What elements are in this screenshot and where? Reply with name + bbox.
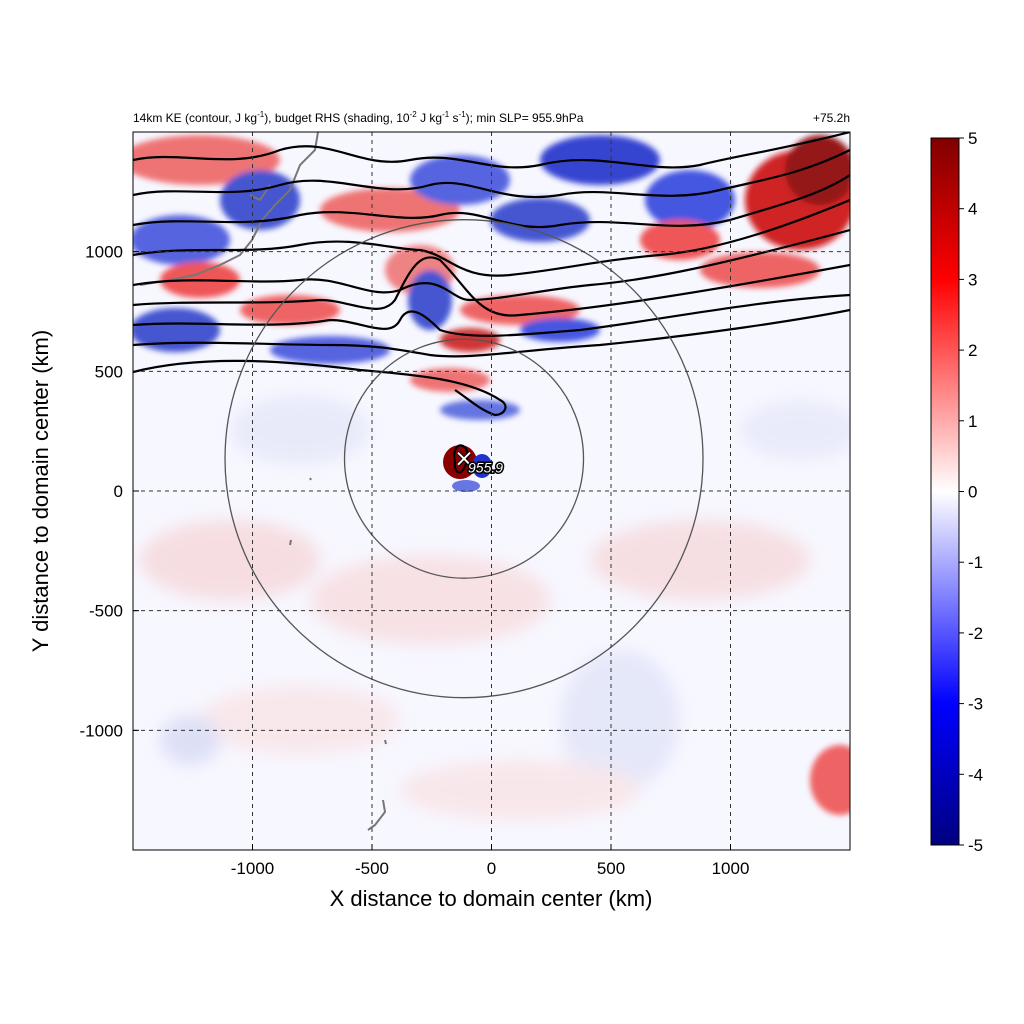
x-tick-label: -1000 (231, 859, 274, 878)
range-rings (224, 219, 704, 699)
colorbar-tick-label: -5 (968, 836, 983, 855)
colorbar-tick-label: 3 (968, 270, 977, 289)
min-slp-label: 955.9 (468, 460, 503, 476)
colorbar-ticks: 5 4 3 2 1 0 -1 -2 -3 -4 -5 (959, 129, 983, 855)
colorbar-tick-label: -3 (968, 695, 983, 714)
y-tick-label: 500 (95, 362, 123, 381)
colorbar-tick-label: 4 (968, 200, 977, 219)
x-tick-label: 0 (487, 859, 496, 878)
y-tick-label: 0 (114, 482, 123, 501)
colorbar: 5 4 3 2 1 0 -1 -2 -3 -4 -5 (930, 129, 983, 855)
colorbar-tick-label: 2 (968, 341, 977, 360)
range-ring-outer (224, 219, 704, 699)
y-tick-label: -1000 (80, 721, 123, 740)
y-axis: 1000 500 0 -500 -1000 (80, 243, 139, 740)
colorbar-tick-label: 1 (968, 412, 977, 431)
colorbar-tick-label: 5 (968, 129, 977, 148)
forecast-time-label: +75.2h (813, 111, 850, 125)
coastlines (139, 132, 387, 831)
x-tick-label: 1000 (712, 859, 750, 878)
plot-area (133, 132, 850, 850)
x-axis-label: X distance to domain center (km) (330, 886, 653, 911)
x-tick-label: 500 (597, 859, 625, 878)
y-tick-label: 1000 (85, 243, 123, 262)
chart-title: 14km KE (contour, J kg-1), budget RHS (s… (133, 110, 584, 125)
x-axis: -1000 -500 0 500 1000 (231, 844, 750, 878)
range-ring-inner (343, 338, 585, 579)
shading-field (133, 135, 850, 820)
colorbar-tick-label: -4 (968, 765, 983, 784)
x-tick-label: -500 (355, 859, 389, 878)
ke-contours (133, 132, 850, 474)
y-axis-label: Y distance to domain center (km) (28, 330, 53, 652)
y-tick-label: -500 (89, 602, 123, 621)
storm-center-marker: 955.9 (456, 451, 505, 477)
colorbar-bar (930, 137, 960, 846)
colorbar-tick-label: -1 (968, 553, 983, 572)
colorbar-tick-label: 0 (968, 483, 977, 502)
colorbar-tick-label: -2 (968, 624, 983, 643)
